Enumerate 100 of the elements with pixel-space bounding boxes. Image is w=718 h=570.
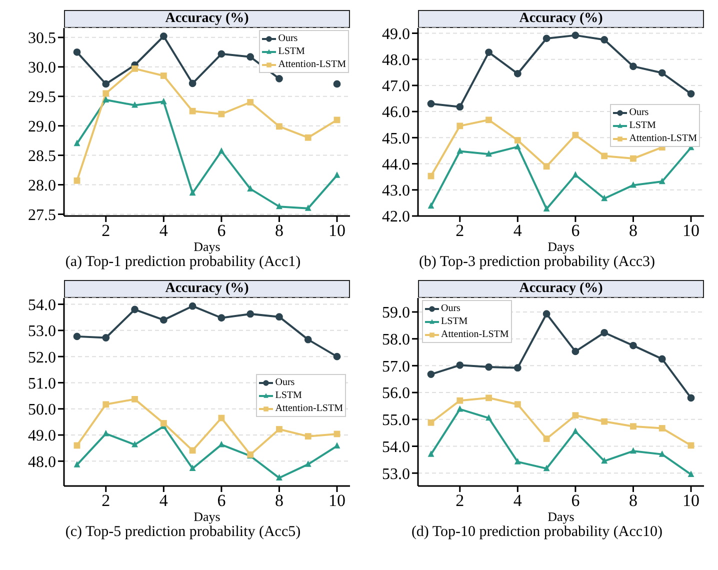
y-tick-label: 42.0 <box>382 208 410 226</box>
point <box>486 150 492 157</box>
point <box>160 98 167 104</box>
point <box>514 137 521 144</box>
point <box>572 32 580 40</box>
point <box>102 80 110 88</box>
x-tick-label: 4 <box>513 491 522 510</box>
chart-title: Accuracy (%) <box>64 280 350 298</box>
point <box>486 394 492 402</box>
y-tick-label: 47.0 <box>382 78 410 96</box>
point <box>543 205 550 212</box>
point <box>485 363 492 371</box>
legend-label: Attention-LSTM <box>275 402 343 415</box>
point <box>218 147 225 154</box>
x-tick-label: 4 <box>159 491 168 510</box>
point <box>334 171 340 178</box>
point <box>456 147 464 154</box>
point <box>514 70 522 78</box>
point <box>189 447 196 454</box>
y-tick-label: 28.0 <box>28 177 56 194</box>
point <box>572 428 579 434</box>
legend-label: LSTM <box>629 119 656 132</box>
point <box>333 352 341 360</box>
point <box>658 355 666 363</box>
point <box>658 69 666 77</box>
x-axis-title: Days <box>192 239 222 255</box>
legend-label: Ours <box>278 32 298 45</box>
y-tick-label: 51.0 <box>28 375 56 392</box>
chart-title: Accuracy (%) <box>64 10 350 28</box>
y-tick-label: 53.0 <box>382 466 410 483</box>
point <box>276 74 283 82</box>
point <box>304 460 312 467</box>
point <box>304 336 312 344</box>
point <box>304 204 312 211</box>
x-tick-label: 6 <box>217 221 226 240</box>
point <box>601 457 608 464</box>
chart-title: Accuracy (%) <box>418 10 704 28</box>
y-tick-label: 30.0 <box>28 60 56 77</box>
point <box>485 48 492 56</box>
y-tick-label: 55.0 <box>382 412 410 430</box>
point <box>601 152 608 160</box>
point <box>543 436 550 442</box>
point <box>601 418 608 425</box>
point <box>427 370 435 378</box>
point <box>630 423 636 430</box>
x-tick-label: 6 <box>571 491 580 510</box>
x-tick-label: 10 <box>682 221 700 240</box>
point <box>102 401 110 408</box>
point <box>74 177 80 184</box>
legend-label: LSTM <box>278 45 305 58</box>
legend-label: Attention-LSTM <box>441 328 509 341</box>
legend-label: Ours <box>629 106 649 119</box>
legend-label: LSTM <box>275 389 302 402</box>
point <box>600 328 608 336</box>
point <box>486 116 492 124</box>
point <box>456 361 464 369</box>
x-axis-title: Days <box>546 509 576 525</box>
point <box>247 185 254 192</box>
point <box>276 313 283 321</box>
point <box>688 442 694 449</box>
x-tick-label: 2 <box>102 491 110 510</box>
point <box>658 450 666 457</box>
point <box>428 450 434 457</box>
text: (b) Top-3 prediction probability (Acc3) <box>418 254 656 271</box>
y-tick-label: 43.0 <box>382 182 410 200</box>
point <box>188 80 196 88</box>
point <box>687 394 695 402</box>
point <box>456 397 464 404</box>
y-tick-label: 28.5 <box>28 148 56 165</box>
point <box>132 101 138 108</box>
point <box>630 62 637 70</box>
point <box>73 48 81 56</box>
point <box>189 108 196 114</box>
x-tick-label: 8 <box>274 491 284 510</box>
y-tick-label: 30.5 <box>28 30 56 48</box>
point <box>276 123 282 130</box>
point <box>456 122 464 130</box>
point <box>189 189 196 196</box>
legend-label: Attention-LSTM <box>278 58 346 71</box>
point <box>514 401 521 408</box>
x-tick-label: 4 <box>159 221 168 240</box>
point <box>160 72 167 79</box>
legend-label: Attention-LSTM <box>629 132 697 145</box>
point <box>246 53 254 61</box>
y-tick-label: 49.0 <box>28 428 56 445</box>
point <box>218 314 226 322</box>
text: (a) Top-1 prediction probability (Acc1) <box>64 254 302 271</box>
y-tick-label: 50.0 <box>28 402 56 419</box>
x-tick-label: 10 <box>328 221 346 240</box>
text: (d) Top-10 prediction probability (Acc10) <box>410 524 664 541</box>
point <box>333 80 341 88</box>
y-tick-label: 53.0 <box>28 323 56 340</box>
point <box>630 447 636 454</box>
point <box>188 302 196 310</box>
point <box>160 420 167 426</box>
point <box>132 65 138 72</box>
y-tick-label: 48.0 <box>382 52 410 70</box>
point <box>543 464 550 472</box>
point <box>543 163 550 170</box>
point <box>132 396 138 402</box>
